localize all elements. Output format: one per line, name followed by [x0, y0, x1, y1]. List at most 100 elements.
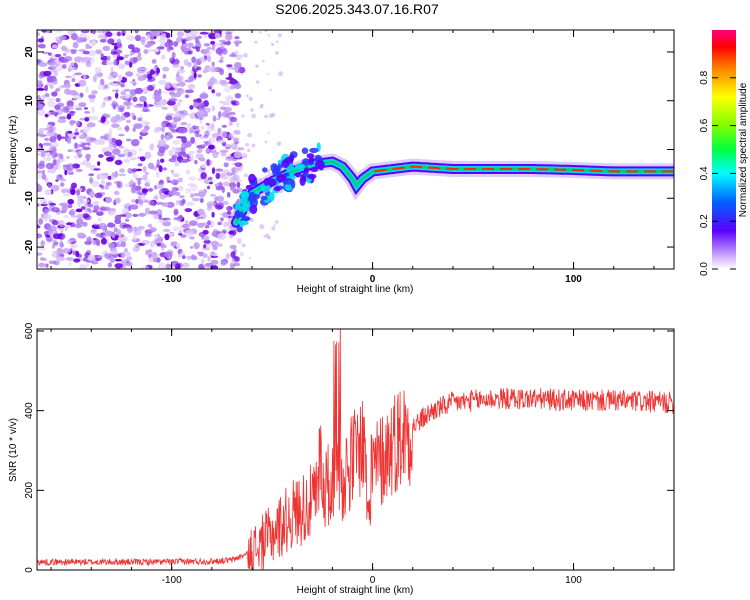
noise-blob — [127, 167, 133, 174]
noise-blob — [89, 137, 97, 142]
noise-blob — [122, 203, 131, 207]
noise-blob — [67, 204, 73, 209]
noise-blob — [80, 30, 90, 34]
noise-blob — [262, 59, 265, 63]
noise-blob — [221, 124, 228, 128]
noise-blob — [79, 264, 87, 269]
noise-blob — [81, 142, 89, 146]
noise-blob — [60, 58, 69, 64]
noise-blob — [245, 142, 249, 147]
noise-blob — [125, 218, 130, 222]
noise-blob — [84, 117, 90, 122]
noise-blob — [206, 201, 216, 207]
noise-blob — [175, 218, 182, 221]
noise-blob — [129, 61, 133, 68]
noise-blob — [225, 253, 231, 260]
noise-blob — [110, 116, 118, 124]
noise-blob — [189, 112, 197, 119]
noise-blob — [80, 161, 87, 166]
noise-blob — [75, 168, 83, 173]
noise-blob — [100, 78, 105, 86]
noise-blob — [202, 229, 209, 235]
noise-blob — [38, 246, 46, 251]
noise-blob — [76, 144, 80, 149]
noise-blob — [117, 153, 126, 158]
noise-blob — [79, 134, 86, 140]
noise-blob — [201, 247, 211, 251]
noise-blob — [135, 73, 141, 77]
noise-blob — [203, 34, 208, 39]
noise-blob — [184, 229, 194, 237]
noise-blob — [78, 49, 86, 52]
noise-blob — [229, 244, 237, 250]
noise-blob — [100, 53, 104, 58]
colorbar-tick-label: 0.6 — [699, 118, 710, 132]
noise-blob — [249, 257, 252, 260]
noise-blob — [241, 243, 246, 248]
noise-blob — [38, 218, 44, 225]
noise-blob — [218, 111, 222, 119]
noise-blob — [162, 229, 171, 232]
noise-blob — [184, 220, 189, 226]
ridge-blob — [260, 195, 268, 201]
noise-blob — [117, 127, 123, 131]
noise-blob — [49, 85, 54, 89]
noise-blob — [200, 125, 205, 130]
noise-blob — [156, 46, 165, 50]
noise-blob — [52, 78, 58, 85]
noise-blob — [156, 242, 161, 247]
noise-blob — [163, 167, 167, 171]
noise-blob — [82, 50, 90, 55]
noise-blob — [214, 183, 220, 187]
noise-blob — [200, 258, 205, 265]
noise-blob — [43, 201, 47, 205]
noise-blob — [181, 136, 187, 143]
noise-blob — [73, 258, 81, 263]
noise-blob — [173, 113, 182, 117]
noise-blob — [92, 75, 97, 83]
noise-blob — [211, 89, 215, 94]
noise-blob — [193, 193, 200, 197]
noise-blob — [160, 133, 165, 140]
noise-blob — [37, 233, 43, 239]
noise-blob — [73, 104, 80, 108]
noise-blob — [196, 66, 202, 71]
noise-blob — [59, 242, 64, 248]
noise-blob — [94, 192, 103, 199]
noise-blob — [93, 204, 100, 212]
noise-blob — [69, 244, 79, 249]
colorbar-tick-label: 0.0 — [699, 262, 710, 276]
noise-blob — [185, 89, 194, 94]
noise-blob — [175, 200, 181, 205]
noise-blob — [120, 83, 125, 88]
ridge-blob — [242, 216, 250, 221]
noise-blob — [57, 134, 62, 141]
noise-blob — [208, 32, 218, 40]
noise-blob — [108, 242, 115, 249]
noise-blob — [259, 31, 262, 34]
noise-blob — [156, 100, 166, 108]
noise-blob — [123, 111, 131, 118]
noise-blob — [87, 204, 94, 208]
noise-blob — [65, 75, 72, 79]
noise-blob — [271, 226, 276, 231]
noise-blob — [162, 91, 171, 94]
ridge-blob — [281, 159, 290, 169]
noise-blob — [220, 260, 227, 266]
noise-blob — [100, 135, 107, 139]
noise-blob — [207, 256, 211, 262]
noise-blob — [137, 117, 143, 122]
noise-blob — [236, 187, 244, 193]
noise-blob — [220, 40, 227, 47]
noise-blob — [196, 110, 205, 118]
noise-blob — [189, 236, 196, 240]
noise-blob — [37, 82, 41, 86]
noise-blob — [131, 168, 138, 173]
noise-blob — [239, 251, 244, 257]
noise-blob — [42, 142, 52, 146]
noise-blob — [125, 120, 132, 123]
noise-blob — [267, 73, 270, 75]
ridge-blob — [276, 174, 286, 183]
noise-blob — [138, 212, 147, 217]
noise-blob — [37, 109, 46, 116]
